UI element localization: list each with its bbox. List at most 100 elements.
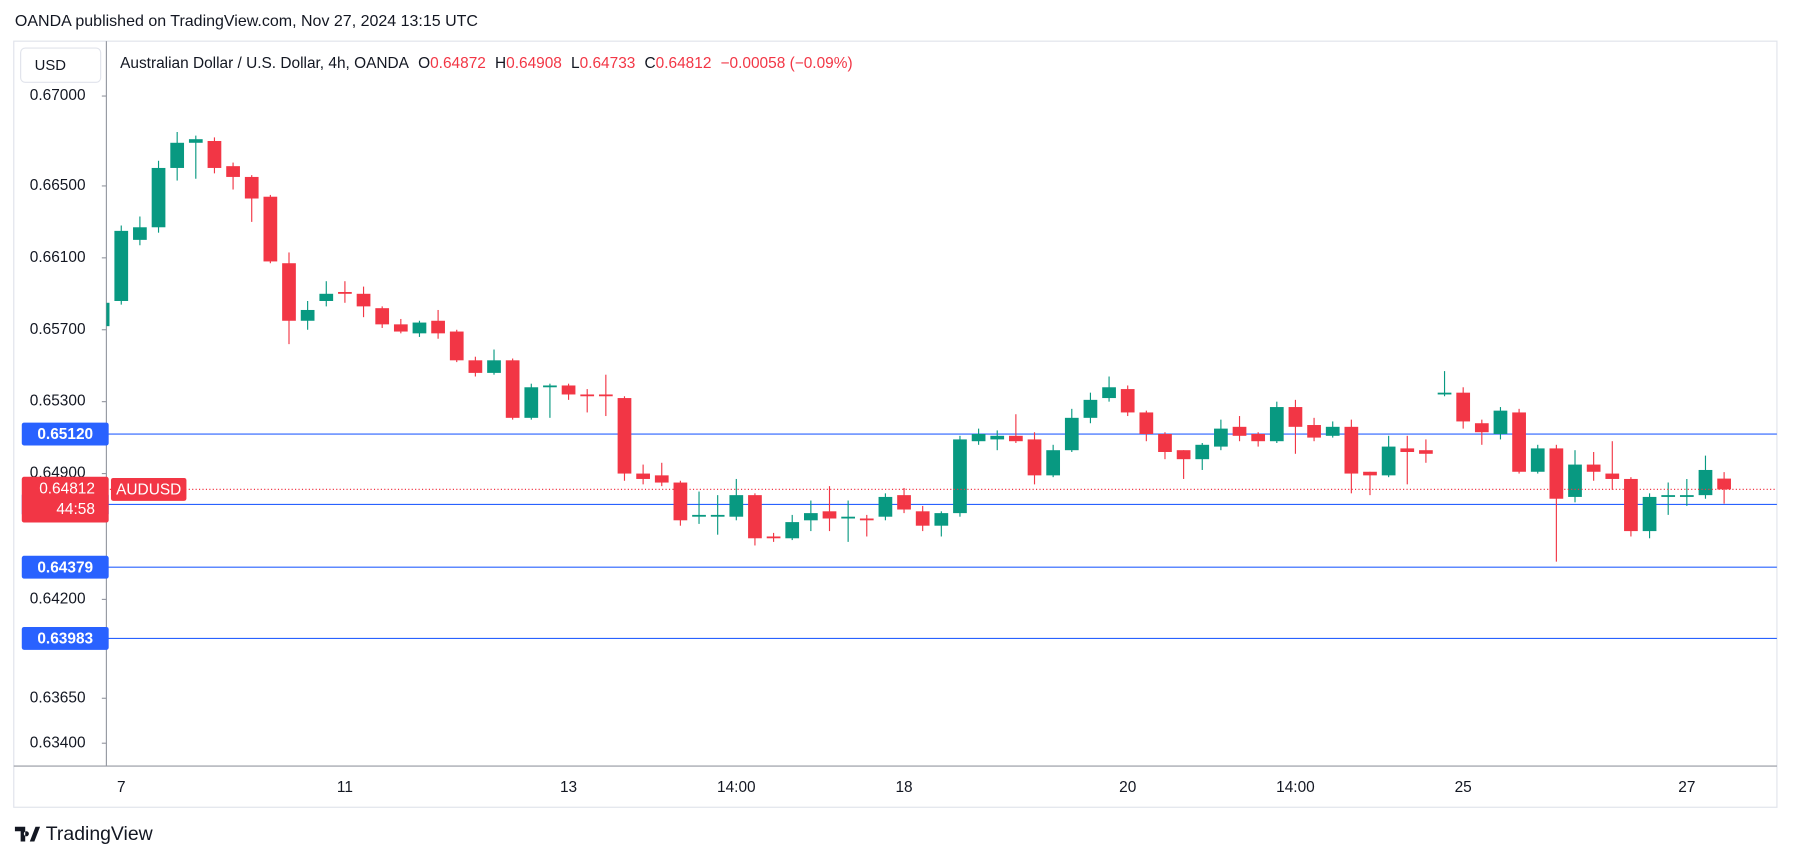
candle-body <box>841 516 855 519</box>
candle-body <box>897 495 911 510</box>
candle-body <box>1400 448 1415 452</box>
candle-body <box>1288 407 1303 427</box>
candle-body <box>1102 387 1116 399</box>
candle-body <box>878 496 893 517</box>
legend-c-value: 0.64812 <box>656 55 712 72</box>
candle-body <box>1009 435 1023 442</box>
candle-body <box>1512 412 1526 472</box>
candle-body <box>244 176 259 199</box>
candle-body <box>710 514 725 517</box>
y-tick-label: 0.65300 <box>30 393 86 410</box>
y-tick-label: 0.63400 <box>30 734 86 751</box>
candle-body <box>1344 426 1359 474</box>
candle-body <box>375 308 390 325</box>
logo-icon <box>14 826 41 842</box>
candle-body <box>1456 392 1471 422</box>
candle-body <box>1661 495 1676 497</box>
logo-text: TradingView <box>46 823 154 845</box>
candle-body <box>748 495 762 539</box>
candle-body <box>151 167 166 228</box>
legend-h-label: H <box>495 55 506 72</box>
x-tick-label: 7 <box>117 779 126 796</box>
candle-body <box>1419 450 1433 454</box>
candle-body <box>338 291 352 294</box>
candle-body <box>580 394 595 397</box>
y-tick-label: 0.64200 <box>30 590 86 607</box>
candle-body <box>654 475 669 483</box>
candle-body <box>1307 425 1321 438</box>
candle-body <box>1549 448 1564 499</box>
candle-body <box>692 514 706 517</box>
y-tick-label: 0.66500 <box>30 177 86 194</box>
legend-l-value: 0.64733 <box>580 55 636 72</box>
candle-body <box>133 227 147 240</box>
published-line: OANDA published on TradingView.com, Nov … <box>15 13 478 30</box>
price-line-label: 0.63983 <box>37 631 93 648</box>
legend-h-value: 0.64908 <box>506 55 562 72</box>
x-tick-label: 27 <box>1678 779 1695 796</box>
candle-body <box>106 302 110 327</box>
y-tick-label: 0.66100 <box>30 249 86 266</box>
symbol-badge <box>110 477 187 501</box>
candle-body <box>188 139 203 143</box>
candle-body <box>766 536 781 539</box>
price-line-label: 0.65120 <box>37 426 93 443</box>
x-tick-label: 14:00 <box>1276 779 1315 796</box>
candle-body <box>859 518 874 521</box>
candle-body <box>1437 392 1452 395</box>
symbol-legend: Australian Dollar / U.S. Dollar, 4h, OAN… <box>120 55 852 72</box>
candle-body <box>990 435 1005 440</box>
candle-body <box>561 385 576 395</box>
candle-body <box>524 387 539 418</box>
candle-body <box>282 263 296 321</box>
last-price-badge <box>21 476 109 523</box>
candle-body <box>1363 471 1377 476</box>
legend-change: −0.00058 (−0.09%) <box>721 55 853 72</box>
candle-body <box>1232 426 1247 436</box>
currency-label: USD <box>35 58 67 74</box>
candle-body <box>449 331 464 361</box>
candle-body <box>1176 450 1191 460</box>
candle-body <box>598 394 613 397</box>
candle-body <box>617 398 632 474</box>
candle-body <box>1568 464 1582 497</box>
legend-title: Australian Dollar / U.S. Dollar, 4h, OAN… <box>120 55 410 72</box>
y-tick-label: 0.67000 <box>30 87 86 104</box>
candle-body <box>1624 478 1638 532</box>
candle-body <box>1698 469 1713 496</box>
candle-body <box>785 522 800 539</box>
candle-body <box>1325 426 1340 436</box>
legend-l-label: L <box>571 55 580 72</box>
candle-body <box>319 293 334 301</box>
candle-body <box>1717 478 1731 490</box>
candle-body <box>1120 389 1135 413</box>
candle-body <box>953 439 967 514</box>
candle-body <box>1642 496 1657 532</box>
candle-body <box>1046 450 1061 476</box>
candle-body <box>263 196 278 262</box>
candle-body <box>971 434 986 442</box>
plot-area <box>106 132 1777 639</box>
candle-body <box>729 495 744 517</box>
candle-body <box>803 513 818 521</box>
candle-body <box>114 230 129 301</box>
candle-body <box>393 324 408 332</box>
x-tick-label: 25 <box>1455 779 1472 796</box>
candle-body <box>1381 446 1396 476</box>
candle-body <box>1083 399 1098 418</box>
price-line-badge <box>21 626 109 650</box>
x-tick-label: 11 <box>337 779 353 796</box>
x-tick-label: 13 <box>560 779 577 796</box>
candle-body <box>356 293 371 307</box>
last-price-label: 0.64812 <box>39 480 95 497</box>
candle-body <box>300 309 315 321</box>
candle-body <box>1195 444 1210 460</box>
currency-button[interactable] <box>20 47 102 83</box>
legend-o-label: O <box>418 55 430 72</box>
candle-body <box>1269 407 1284 442</box>
candle-body <box>543 385 557 388</box>
candle-body <box>1158 434 1172 452</box>
candle-body <box>412 322 427 334</box>
